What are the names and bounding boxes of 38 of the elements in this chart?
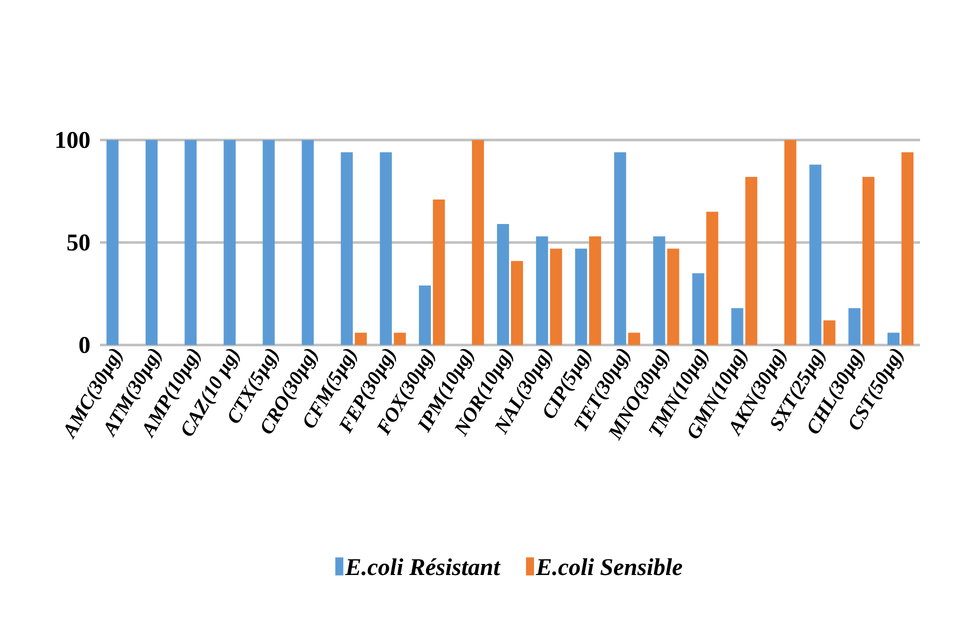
bar <box>497 224 510 345</box>
bar <box>809 164 822 345</box>
bar <box>706 212 718 345</box>
bar <box>146 140 158 345</box>
bar <box>575 248 588 345</box>
bar <box>731 308 744 345</box>
bar <box>354 332 367 345</box>
bar <box>862 176 874 345</box>
bar <box>340 152 353 345</box>
bar <box>511 260 524 345</box>
bar <box>692 273 704 345</box>
legend-label: E.coli Résistant <box>345 558 501 576</box>
bar <box>901 152 914 345</box>
bar <box>887 332 900 345</box>
y-tick-label: 50 <box>67 234 90 251</box>
bar <box>628 332 640 345</box>
bar <box>667 248 680 345</box>
bar <box>614 152 626 345</box>
bar <box>432 199 445 345</box>
bar <box>380 152 392 345</box>
bar <box>550 248 562 345</box>
bar <box>302 140 314 345</box>
bar <box>848 308 860 345</box>
bar <box>394 332 406 345</box>
y-tick-label: 100 <box>56 132 90 148</box>
bar <box>224 140 236 345</box>
bar <box>823 320 836 345</box>
bar <box>536 236 548 345</box>
bar <box>472 140 484 345</box>
legend-label: E.coli Sensible <box>536 558 682 576</box>
bar <box>745 176 758 345</box>
bar <box>106 140 119 345</box>
bar <box>262 140 275 345</box>
bar <box>653 236 666 345</box>
bar <box>184 140 197 345</box>
bar <box>418 286 431 345</box>
bar <box>784 140 796 345</box>
bar <box>589 236 602 345</box>
